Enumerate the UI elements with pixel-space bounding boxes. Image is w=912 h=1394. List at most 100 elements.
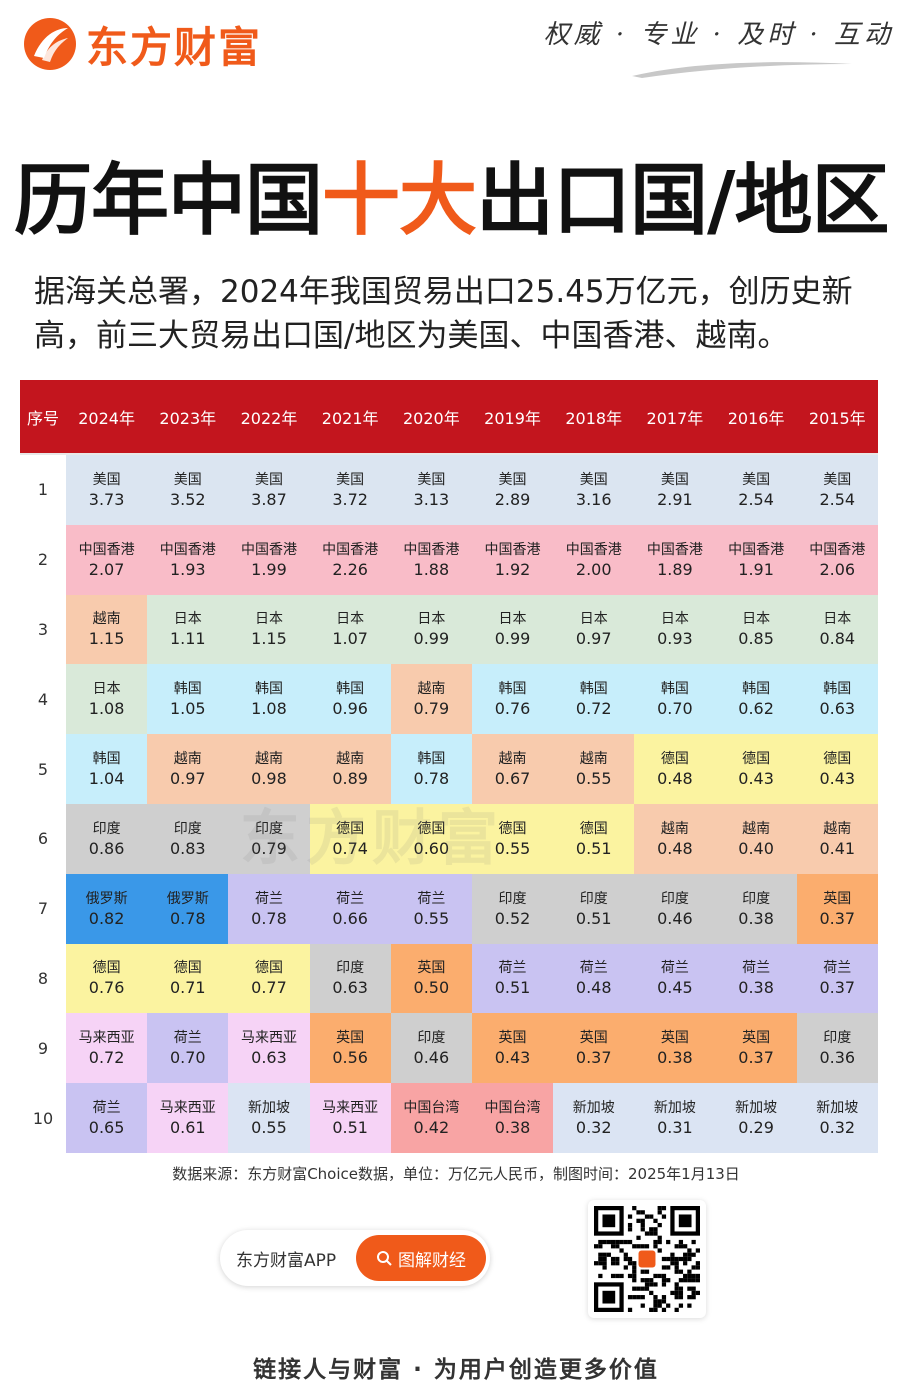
export-value: 0.55 <box>413 908 450 928</box>
export-value: 0.51 <box>575 908 612 928</box>
country-name: 荷兰 <box>92 1100 121 1117</box>
table-cell: 越南 0.48 <box>634 803 716 874</box>
table-cell: 俄罗斯 0.78 <box>147 873 229 944</box>
export-value: 0.98 <box>251 769 287 789</box>
export-value: 2.89 <box>494 489 531 509</box>
country-name: 印度 <box>254 820 283 837</box>
country-name: 英国 <box>742 1030 771 1047</box>
table-cell: 中国台湾 0.38 <box>471 1083 554 1153</box>
export-value: 0.84 <box>819 629 856 649</box>
country-name: 韩国 <box>823 681 852 698</box>
export-value: 3.52 <box>169 489 206 509</box>
graphic-finance-button[interactable]: 图解财经 <box>356 1235 486 1281</box>
country-name: 荷兰 <box>498 960 527 977</box>
table-cell: 美国 2.91 <box>634 455 716 525</box>
table-cell: 英国 0.38 <box>634 1013 716 1084</box>
table-cell: 韩国 0.70 <box>634 664 716 735</box>
country-name: 荷兰 <box>742 960 771 977</box>
table-cell: 日本 0.97 <box>553 594 635 665</box>
table-cell: 韩国 0.78 <box>390 734 472 804</box>
table-cell: 美国 2.54 <box>796 455 878 525</box>
brand-logo[interactable]: 东方财富 <box>22 16 262 72</box>
table-cell: 印度 0.38 <box>715 873 797 944</box>
table-cell: 英国 0.56 <box>309 1013 391 1084</box>
country-name: 中国香港 <box>646 541 703 558</box>
country-name: 越南 <box>742 820 771 837</box>
title-part2: 出口国/地区 <box>476 156 889 246</box>
country-name: 中国香港 <box>484 541 541 558</box>
column-header-year: 2018年 <box>565 408 623 428</box>
export-value: 0.86 <box>88 838 125 858</box>
table-cell: 印度 0.36 <box>796 1013 878 1084</box>
export-value: 2.54 <box>819 489 856 509</box>
country-name: 韩国 <box>417 751 446 768</box>
country-name: 日本 <box>417 611 446 628</box>
country-name: 美国 <box>498 471 527 488</box>
export-value: 0.43 <box>738 769 774 789</box>
table-cell: 越南 0.40 <box>715 803 797 874</box>
table-cell: 日本 1.07 <box>309 594 391 665</box>
table-cell: 荷兰 0.37 <box>796 943 878 1014</box>
export-value: 1.99 <box>251 559 287 579</box>
table-row: 2 中国香港 2.07 中国香港 1.93 中国香港 1.99 中国香港 2.26 中国香港 1.8… <box>20 524 878 595</box>
export-value: 0.29 <box>738 1118 774 1138</box>
table-cell: 荷兰 0.51 <box>471 943 554 1014</box>
table-cell: 日本 1.11 <box>147 594 229 665</box>
country-name: 马来西亚 <box>240 1030 297 1047</box>
table-cell: 印度 0.86 <box>66 803 148 874</box>
export-value: 0.74 <box>332 838 368 858</box>
table-cell: 德国 0.43 <box>715 734 797 804</box>
column-header-year: 2016年 <box>727 408 785 428</box>
column-header-year: 2020年 <box>402 408 460 428</box>
export-ranking-table: 序号 2024年 2023年 2022年 2021年 2020年 2019年 2018年 20… <box>20 380 878 1153</box>
table-cell: 日本 0.93 <box>634 594 716 665</box>
country-name: 荷兰 <box>660 960 689 977</box>
table-cell: 越南 1.15 <box>66 594 148 665</box>
table-cell: 美国 2.89 <box>471 455 554 525</box>
column-header-year: 2019年 <box>484 408 541 428</box>
export-value: 0.96 <box>332 699 368 719</box>
country-name: 韩国 <box>254 681 283 698</box>
table-cell: 越南 0.89 <box>309 734 391 804</box>
country-name: 中国香港 <box>565 541 622 558</box>
export-value: 0.32 <box>819 1118 856 1138</box>
export-value: 3.16 <box>575 489 612 509</box>
country-name: 韩国 <box>660 681 689 698</box>
table-cell: 中国台湾 0.42 <box>390 1083 472 1153</box>
table-cell: 荷兰 0.48 <box>553 943 635 1014</box>
table-row: 4 日本 1.08 韩国 1.05 韩国 1.08 韩国 0.96 越南 0.79 韩国 0.76 韩国 0… <box>20 664 878 735</box>
export-value: 3.72 <box>332 489 368 509</box>
table-cell: 韩国 0.63 <box>796 664 878 735</box>
export-value: 1.88 <box>413 559 450 579</box>
app-name: 东方财富APP <box>236 1250 337 1271</box>
country-name: 德国 <box>498 820 527 837</box>
country-name: 韩国 <box>92 751 121 768</box>
country-name: 中国香港 <box>728 541 785 558</box>
graphic-finance-label: 图解财经 <box>398 1250 466 1271</box>
table-cell: 荷兰 0.55 <box>390 873 472 944</box>
brand-logo-icon <box>24 18 76 70</box>
table-cell: 日本 0.85 <box>715 594 797 665</box>
table-cell: 德国 0.48 <box>634 734 716 804</box>
rank-cell: 7 <box>20 873 66 944</box>
qr-code[interactable] <box>588 1200 706 1318</box>
country-name: 德国 <box>254 960 283 977</box>
export-value: 0.85 <box>738 629 774 649</box>
table-cell: 韩国 0.96 <box>309 664 391 735</box>
qr-code-icon <box>594 1206 700 1312</box>
table-row: 8 德国 0.76 德国 0.71 德国 0.77 印度 0.63 英国 0.50 荷兰 0.51 荷兰 0… <box>20 943 878 1014</box>
country-name: 美国 <box>336 471 365 488</box>
table-cell: 韩国 1.08 <box>228 664 310 735</box>
table-cell: 荷兰 0.78 <box>228 873 310 944</box>
country-name: 印度 <box>417 1030 446 1047</box>
country-name: 美国 <box>417 471 446 488</box>
swoosh-decoration <box>632 62 852 78</box>
country-name: 日本 <box>254 611 283 628</box>
column-header-year: 2021年 <box>321 408 379 428</box>
export-value: 0.76 <box>88 978 125 998</box>
export-value: 0.52 <box>494 908 531 928</box>
table-cell: 印度 0.83 <box>147 803 229 874</box>
export-value: 1.08 <box>88 699 125 719</box>
app-promo-pill[interactable]: 东方财富APP 图解财经 <box>220 1230 490 1286</box>
table-cell: 英国 0.37 <box>715 1013 797 1084</box>
